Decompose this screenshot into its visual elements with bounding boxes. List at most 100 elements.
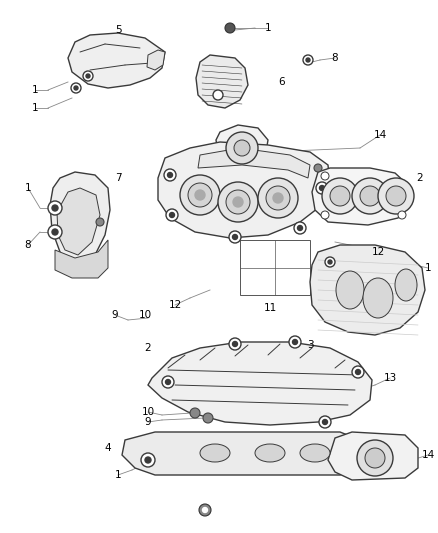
Text: 1: 1 <box>425 263 431 273</box>
Circle shape <box>386 186 406 206</box>
Circle shape <box>258 178 298 218</box>
Circle shape <box>365 448 385 468</box>
Circle shape <box>71 83 81 93</box>
Ellipse shape <box>363 278 393 318</box>
Text: 6: 6 <box>279 77 285 87</box>
Ellipse shape <box>336 271 364 309</box>
Text: 9: 9 <box>145 417 151 427</box>
Polygon shape <box>310 245 425 335</box>
Polygon shape <box>122 432 365 475</box>
Text: 8: 8 <box>332 53 338 63</box>
Circle shape <box>357 440 393 476</box>
Circle shape <box>52 229 58 235</box>
Polygon shape <box>68 33 165 88</box>
Text: 1: 1 <box>32 85 38 95</box>
Text: 12: 12 <box>371 247 385 257</box>
Circle shape <box>319 416 331 428</box>
Circle shape <box>266 186 290 210</box>
Text: 10: 10 <box>141 407 155 417</box>
Circle shape <box>229 231 241 243</box>
Text: 1: 1 <box>32 103 38 113</box>
Circle shape <box>141 453 155 467</box>
Text: 1: 1 <box>25 183 31 193</box>
Ellipse shape <box>255 444 285 462</box>
Text: 7: 7 <box>115 173 121 183</box>
Circle shape <box>170 213 174 217</box>
Circle shape <box>166 379 170 384</box>
Circle shape <box>273 193 283 203</box>
Circle shape <box>398 211 406 219</box>
Polygon shape <box>50 172 110 268</box>
Polygon shape <box>55 240 108 278</box>
Polygon shape <box>328 432 418 480</box>
Circle shape <box>164 169 176 181</box>
Circle shape <box>83 71 93 81</box>
Text: 14: 14 <box>373 130 387 140</box>
Text: 9: 9 <box>112 310 118 320</box>
Circle shape <box>226 190 250 214</box>
Circle shape <box>328 260 332 264</box>
Circle shape <box>316 182 328 194</box>
Polygon shape <box>198 148 310 178</box>
Ellipse shape <box>200 444 230 462</box>
Circle shape <box>378 178 414 214</box>
Text: 4: 4 <box>105 443 111 453</box>
Circle shape <box>297 225 303 230</box>
Circle shape <box>199 504 211 516</box>
Circle shape <box>180 175 220 215</box>
Circle shape <box>226 132 258 164</box>
Circle shape <box>314 164 322 172</box>
Polygon shape <box>148 342 372 425</box>
Polygon shape <box>196 55 248 108</box>
Circle shape <box>306 58 310 62</box>
Text: 8: 8 <box>25 240 31 250</box>
Text: 12: 12 <box>168 300 182 310</box>
Circle shape <box>325 257 335 267</box>
Text: 2: 2 <box>145 343 151 353</box>
Circle shape <box>167 173 173 177</box>
Circle shape <box>356 369 360 375</box>
Circle shape <box>96 218 104 226</box>
Circle shape <box>48 201 62 215</box>
Circle shape <box>321 172 329 180</box>
Circle shape <box>218 182 258 222</box>
Ellipse shape <box>300 444 330 462</box>
Circle shape <box>352 366 364 378</box>
Text: 14: 14 <box>421 450 434 460</box>
Polygon shape <box>147 50 165 70</box>
Polygon shape <box>312 168 408 225</box>
Text: 5: 5 <box>115 25 121 35</box>
Circle shape <box>86 74 90 78</box>
Text: 3: 3 <box>307 340 313 350</box>
Circle shape <box>330 186 350 206</box>
Circle shape <box>166 209 178 221</box>
Text: 1: 1 <box>265 23 271 33</box>
Circle shape <box>202 507 208 513</box>
Circle shape <box>360 186 380 206</box>
Circle shape <box>233 197 243 207</box>
Polygon shape <box>57 188 100 255</box>
Text: 11: 11 <box>263 303 277 313</box>
Polygon shape <box>158 142 330 238</box>
Text: 10: 10 <box>138 310 152 320</box>
Circle shape <box>293 340 297 344</box>
Polygon shape <box>216 125 268 165</box>
Circle shape <box>294 222 306 234</box>
Text: 2: 2 <box>417 173 423 183</box>
Circle shape <box>188 183 212 207</box>
Circle shape <box>145 457 151 463</box>
Circle shape <box>203 413 213 423</box>
Circle shape <box>74 86 78 90</box>
Circle shape <box>234 140 250 156</box>
Circle shape <box>303 55 313 65</box>
Text: 1: 1 <box>115 470 121 480</box>
Circle shape <box>321 211 329 219</box>
Circle shape <box>322 178 358 214</box>
Ellipse shape <box>395 269 417 301</box>
Circle shape <box>213 90 223 100</box>
Circle shape <box>162 376 174 388</box>
Circle shape <box>52 205 58 211</box>
Circle shape <box>48 225 62 239</box>
Circle shape <box>352 178 388 214</box>
Text: 13: 13 <box>383 373 397 383</box>
